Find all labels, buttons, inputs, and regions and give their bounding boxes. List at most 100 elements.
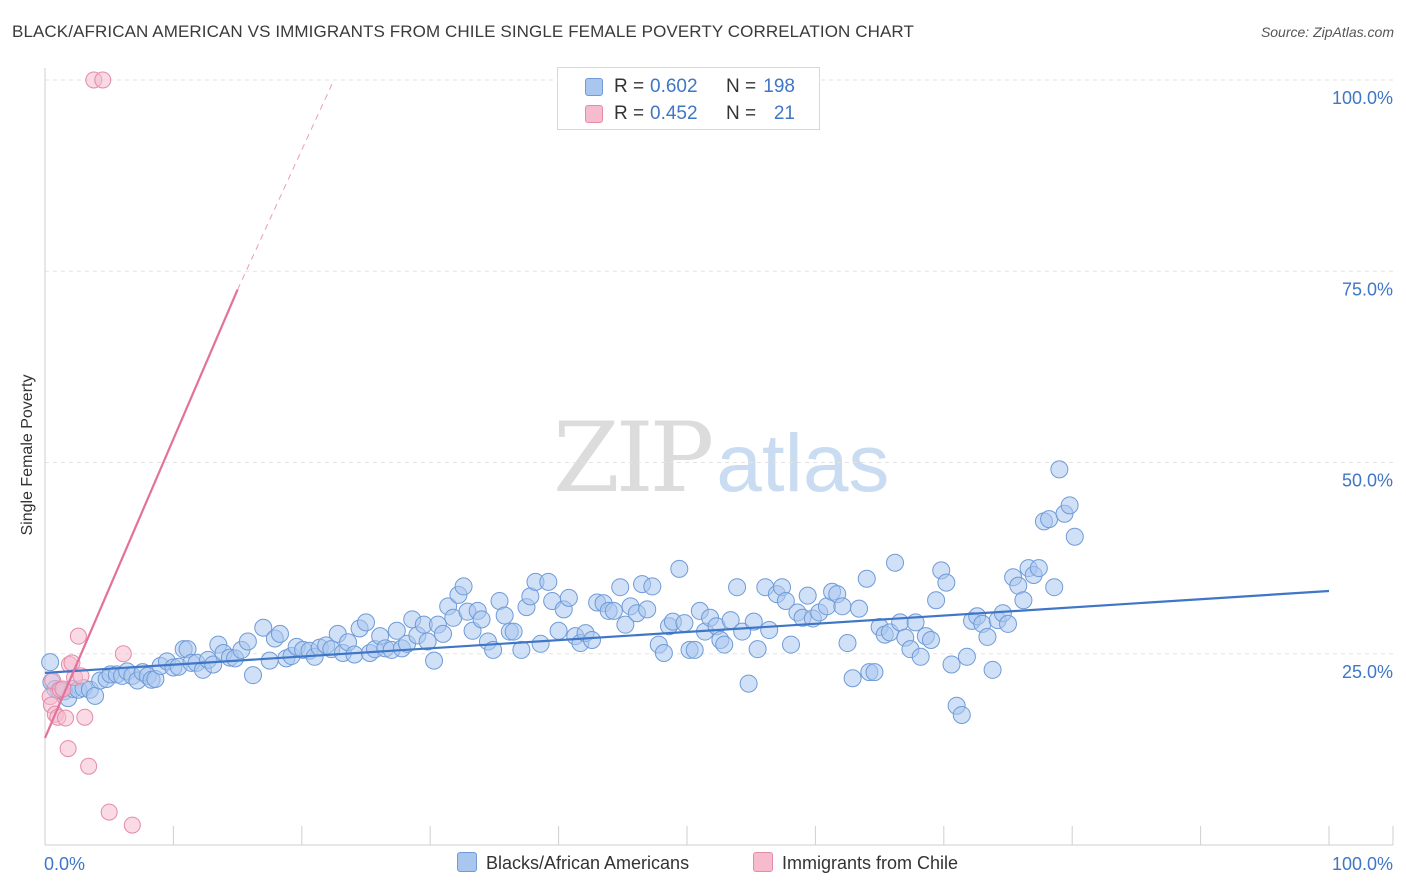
data-point-blue	[244, 666, 263, 685]
legend-n-label: N =	[726, 103, 757, 124]
data-point-pink	[114, 645, 132, 663]
data-point-pink	[123, 816, 141, 834]
data-point-pink	[94, 71, 112, 89]
data-point-blue	[238, 632, 257, 651]
data-point-blue	[798, 586, 817, 605]
legend-label-pink: Immigrants from Chile	[782, 853, 959, 873]
data-point-blue	[531, 634, 550, 653]
data-point-blue	[1065, 527, 1084, 546]
data-point-blue	[418, 632, 437, 651]
data-point-blue	[1060, 496, 1079, 515]
data-point-blue	[760, 621, 779, 640]
data-point-blue	[843, 669, 862, 688]
data-point-blue	[1050, 460, 1069, 479]
watermark-zip: ZIP	[553, 402, 714, 514]
y-tick-label: 100.0%	[1332, 88, 1393, 108]
data-point-pink	[69, 627, 87, 645]
legend-r-label: R =	[614, 103, 645, 124]
data-point-blue	[1014, 591, 1033, 610]
data-point-blue	[357, 613, 375, 632]
data-point-blue	[937, 573, 956, 592]
data-point-blue	[983, 660, 1002, 679]
data-point-blue	[670, 559, 689, 578]
data-point-pink	[57, 709, 75, 727]
data-point-blue	[86, 686, 105, 705]
tick-labels: 25.0% 50.0% 75.0% 100.0% 0.0% 100.0%	[44, 88, 1393, 874]
data-point-blue	[611, 578, 630, 597]
data-point-blue	[886, 553, 905, 572]
legend-r-label: R =	[614, 76, 645, 97]
data-point-blue	[638, 600, 657, 619]
legend-swatch-pink	[585, 105, 603, 123]
data-point-pink	[76, 708, 94, 726]
data-point-blue	[204, 655, 223, 674]
data-point-blue	[978, 627, 997, 646]
data-point-blue	[425, 651, 444, 670]
data-point-blue	[728, 578, 747, 597]
source-label: Source: ZipAtlas.com	[1260, 24, 1394, 40]
trend-line-pink	[43, 289, 239, 739]
legend-row-blue: R = 0.602 N = 198	[558, 73, 819, 101]
chart-title: BLACK/AFRICAN AMERICAN VS IMMIGRANTS FRO…	[12, 22, 914, 41]
data-point-blue	[748, 640, 767, 659]
data-point-blue	[838, 634, 857, 653]
grid-lines	[45, 79, 1393, 655]
legend-swatch-blue	[585, 78, 603, 96]
data-point-blue	[776, 591, 795, 610]
legend-r-value: 0.452	[650, 103, 698, 124]
data-point-blue	[957, 647, 976, 666]
legend-row-pink: R = 0.452 N = 21	[558, 100, 819, 128]
legend-label-blue: Blacks/African Americans	[486, 853, 690, 873]
trend-lines	[43, 79, 1330, 739]
legend-r-value: 0.602	[650, 76, 698, 97]
data-point-blue	[850, 599, 869, 618]
axes	[44, 68, 1394, 846]
data-point-blue	[675, 614, 694, 633]
data-point-blue	[604, 601, 623, 620]
watermark-atlas: atlas	[716, 418, 890, 509]
data-point-blue	[911, 647, 930, 666]
data-point-blue	[1045, 578, 1064, 597]
x-tick-label: 0.0%	[44, 854, 85, 874]
y-tick-label: 25.0%	[1342, 662, 1393, 682]
legend-swatch-blue	[457, 852, 477, 872]
data-point-pink	[59, 740, 77, 758]
data-point-blue	[744, 612, 763, 631]
legend-item-blacks: Blacks/African Americans	[457, 852, 689, 874]
data-point-blue	[454, 577, 473, 596]
data-point-blue	[865, 663, 884, 682]
y-tick-label: 50.0%	[1342, 471, 1393, 491]
data-point-pink	[80, 757, 98, 775]
data-point-blue	[549, 621, 568, 640]
data-point-blue	[857, 569, 876, 588]
series-immigrants-from-chile	[41, 71, 141, 834]
series-blacks-african-americans	[41, 460, 1084, 724]
data-point-blue	[999, 614, 1017, 633]
data-point-blue	[685, 640, 704, 659]
watermark: ZIPatlas	[553, 402, 889, 514]
data-point-blue	[927, 591, 946, 610]
trend-line-blue	[44, 589, 1330, 674]
data-point-blue	[254, 618, 273, 637]
data-point-blue	[952, 705, 971, 724]
data-point-blue	[891, 613, 910, 632]
data-point-pink	[100, 803, 118, 821]
legend-n-value: 198	[763, 76, 795, 97]
data-point-blue	[616, 615, 635, 634]
data-point-blue	[504, 622, 523, 641]
data-point-blue	[260, 651, 279, 670]
data-point-blue	[495, 606, 514, 625]
data-point-blue	[715, 635, 734, 654]
data-point-blue	[539, 572, 558, 591]
trend-line-pink-extension	[237, 79, 335, 290]
correlation-legend: R = 0.602 N = 198 R = 0.452 N = 21	[557, 67, 820, 130]
data-point-blue	[782, 635, 801, 654]
data-point-blue	[833, 597, 852, 616]
data-point-blue	[1040, 510, 1059, 529]
y-tick-label: 75.0%	[1342, 279, 1393, 299]
data-point-blue	[739, 674, 758, 693]
data-point-blue	[472, 610, 491, 629]
legend-n-value: 21	[773, 103, 795, 124]
legend-n-label: N =	[726, 76, 757, 97]
